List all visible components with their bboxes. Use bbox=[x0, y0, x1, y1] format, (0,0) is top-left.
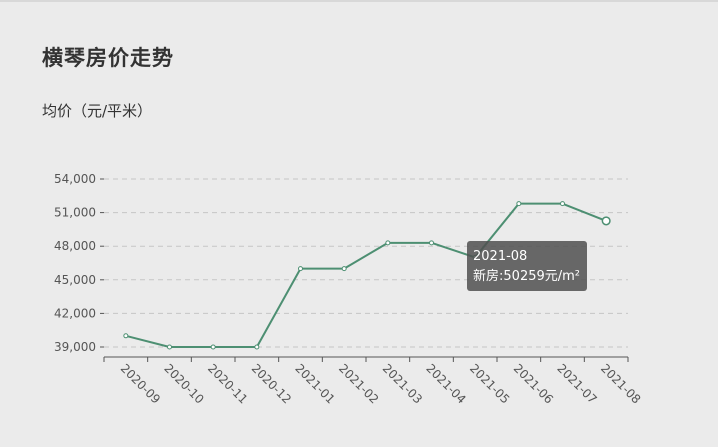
x-tick-label: 2021-08 bbox=[598, 361, 643, 406]
tooltip-value: 50259 bbox=[503, 269, 545, 284]
x-tick-label: 2020-10 bbox=[161, 361, 206, 406]
y-tick-label: 51,000 bbox=[54, 206, 96, 220]
data-point bbox=[210, 344, 216, 350]
data-point bbox=[429, 240, 434, 246]
tooltip-value-row: 新房:50259元/m² bbox=[473, 269, 581, 284]
y-tick-label: 39,000 bbox=[54, 340, 96, 354]
x-tick-label: 2020-12 bbox=[249, 361, 294, 406]
data-point bbox=[516, 201, 522, 207]
x-tick-label: 2020-11 bbox=[205, 361, 250, 406]
y-axis-unit-label: 均价（元/平米） bbox=[42, 102, 153, 120]
series-line bbox=[125, 202, 607, 348]
x-tick-label: 2021-07 bbox=[554, 361, 599, 406]
x-tick-label: 2020-09 bbox=[118, 361, 163, 406]
data-point bbox=[560, 201, 565, 207]
tooltip-series-label: 新房 bbox=[473, 269, 500, 284]
x-tick-label: 2021-04 bbox=[423, 361, 468, 406]
data-point bbox=[123, 333, 129, 339]
y-tick-label: 42,000 bbox=[54, 306, 96, 320]
chart-title: 横琴房价走势 bbox=[42, 46, 174, 70]
y-tick-label: 45,000 bbox=[54, 273, 96, 287]
tooltip-unit: 元/m² bbox=[544, 269, 581, 284]
x-tick-label: 2021-03 bbox=[380, 361, 425, 406]
x-tick-label: 2021-06 bbox=[511, 361, 556, 406]
data-point bbox=[167, 344, 172, 350]
highlighted-data-point bbox=[601, 216, 611, 226]
data-point bbox=[341, 266, 347, 272]
data-tooltip: 2021-08 新房:50259元/m² bbox=[467, 241, 587, 291]
data-point bbox=[298, 266, 303, 272]
data-point bbox=[254, 344, 260, 350]
y-tick-label: 54,000 bbox=[54, 172, 96, 186]
x-tick-label: 2021-02 bbox=[336, 361, 381, 406]
tooltip-period: 2021-08 bbox=[473, 249, 528, 264]
x-tick-label: 2021-01 bbox=[292, 361, 337, 406]
data-point bbox=[385, 240, 391, 246]
y-tick-label: 48,000 bbox=[54, 239, 96, 253]
x-tick-label: 2021-05 bbox=[467, 361, 512, 406]
